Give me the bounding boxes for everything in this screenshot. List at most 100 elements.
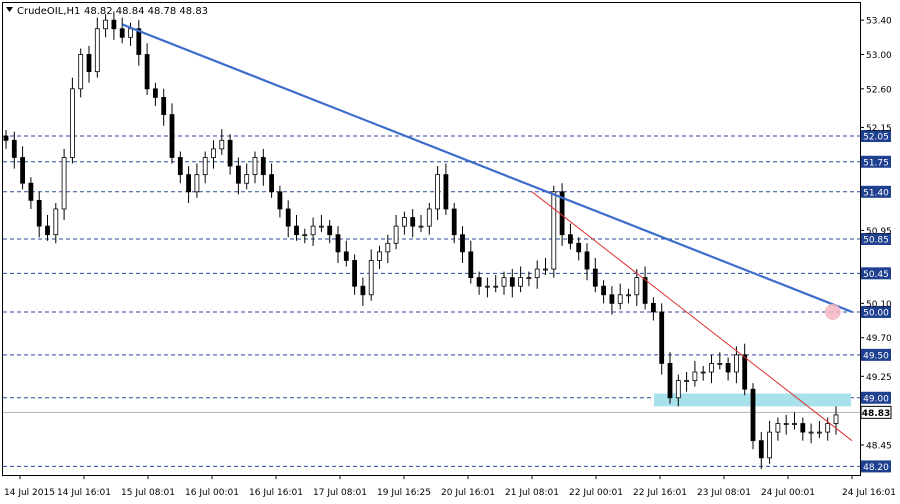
blue-downtrend-line (121, 23, 853, 313)
time-tick-label: 16 Jul 16:01 (249, 488, 303, 498)
candle-body (709, 363, 714, 373)
candle-body (128, 28, 133, 38)
candle-body (443, 174, 449, 210)
level-label: 52.05 (863, 133, 889, 143)
candle-body (152, 88, 158, 98)
candle-body (526, 277, 532, 280)
price-tick-label: 53.40 (866, 17, 892, 27)
candle-body (435, 174, 441, 210)
candle-body (725, 363, 731, 373)
candle-body (592, 268, 598, 287)
level-label-box (861, 460, 891, 473)
candle-body (642, 277, 648, 304)
candle-body (368, 260, 374, 296)
candle-body (260, 157, 266, 176)
candle-body (468, 251, 474, 279)
touch-marker (824, 303, 841, 320)
time-axis: 14 Jul 2015 14 Jul 16:01 15 Jul 08:01 16 Ju… (4, 475, 896, 498)
candle-body (103, 19, 108, 30)
candle-body (161, 97, 167, 115)
price-tick-label: 50.95 (866, 227, 892, 237)
candle-body (70, 88, 75, 158)
candle-body (551, 191, 557, 270)
time-tick-label: 16 Jul 00:01 (185, 488, 239, 498)
candle-body (3, 135, 9, 141)
candle-body (775, 423, 781, 433)
candle-body (767, 431, 772, 459)
level-label-box (861, 185, 891, 198)
trendlines (121, 23, 853, 442)
price-axis: 52.05 51.75 51.40 50.85 50.45 50.00 49.50 49.00… (860, 17, 892, 473)
level-label: 49.50 (863, 351, 889, 361)
candle-body (310, 225, 316, 236)
candle-body (385, 242, 391, 253)
symbol-label: CrudeOIL,H1 (17, 6, 80, 17)
candle-body (460, 234, 465, 253)
candle-body (659, 311, 665, 364)
candle-body (352, 260, 358, 287)
candle-body (651, 302, 656, 313)
candle-body (111, 19, 117, 30)
level-label-box (861, 305, 891, 318)
candle-body (177, 157, 183, 176)
candle-body (750, 388, 756, 442)
level-label-box (861, 391, 891, 404)
time-tick-label: 22 Jul 16:01 (633, 488, 687, 498)
time-tick-label: 21 Jul 08:01 (505, 488, 559, 498)
candle-body (377, 251, 382, 261)
candle-body (86, 54, 92, 73)
level-label-box (861, 348, 891, 361)
candle-body (817, 431, 822, 434)
candle-body (45, 225, 50, 236)
candle-body (626, 294, 631, 297)
level-label: 48.20 (863, 463, 889, 473)
candle-body (78, 54, 84, 90)
candle-body (244, 174, 250, 184)
candle-body (410, 217, 416, 227)
candle-body (584, 251, 590, 270)
collapse-triangle-icon[interactable] (6, 7, 13, 12)
candle-body (169, 114, 175, 158)
level-label: 51.40 (863, 188, 889, 198)
price-tick-label: 49.70 (866, 334, 892, 344)
price-tick-label: 52.60 (866, 85, 892, 95)
time-tick-label: 24 Jul 00:01 (761, 488, 815, 498)
candle-body (335, 234, 341, 253)
time-tick-label: 17 Jul 08:01 (313, 488, 367, 498)
candle-body (667, 363, 673, 399)
candle-body (53, 208, 59, 236)
candle-body (501, 277, 507, 287)
candle-body (617, 294, 623, 304)
candle-body (227, 139, 233, 167)
candle-body (360, 285, 366, 296)
level-label-box (861, 233, 891, 245)
candle-body (94, 28, 100, 73)
candle-body (692, 371, 698, 382)
candle-body (543, 268, 548, 271)
candle-body (484, 285, 490, 288)
candle-body (534, 268, 540, 279)
candle-body (601, 285, 606, 296)
price-tick-label: 52.15 (866, 124, 892, 134)
candle-body (252, 157, 258, 176)
candle-body (509, 277, 515, 287)
level-label: 50.45 (863, 270, 889, 280)
candle-body (426, 208, 432, 227)
level-label-box (861, 267, 891, 280)
candle-body (825, 423, 831, 433)
candle-body (742, 354, 748, 390)
level-label: 50.85 (863, 236, 889, 246)
candle-body (833, 414, 839, 424)
candle-body (493, 285, 499, 288)
time-tick-label: 22 Jul 00:01 (569, 488, 623, 498)
current-price-box (860, 405, 892, 419)
level-label-box (861, 130, 891, 143)
candles (3, 11, 839, 469)
candle-body (800, 423, 806, 433)
level-label: 50.00 (863, 308, 889, 318)
candle-body (277, 191, 283, 210)
price-tick-label: 48.45 (866, 441, 892, 451)
candle-body (186, 174, 192, 193)
candle-body (318, 225, 324, 228)
